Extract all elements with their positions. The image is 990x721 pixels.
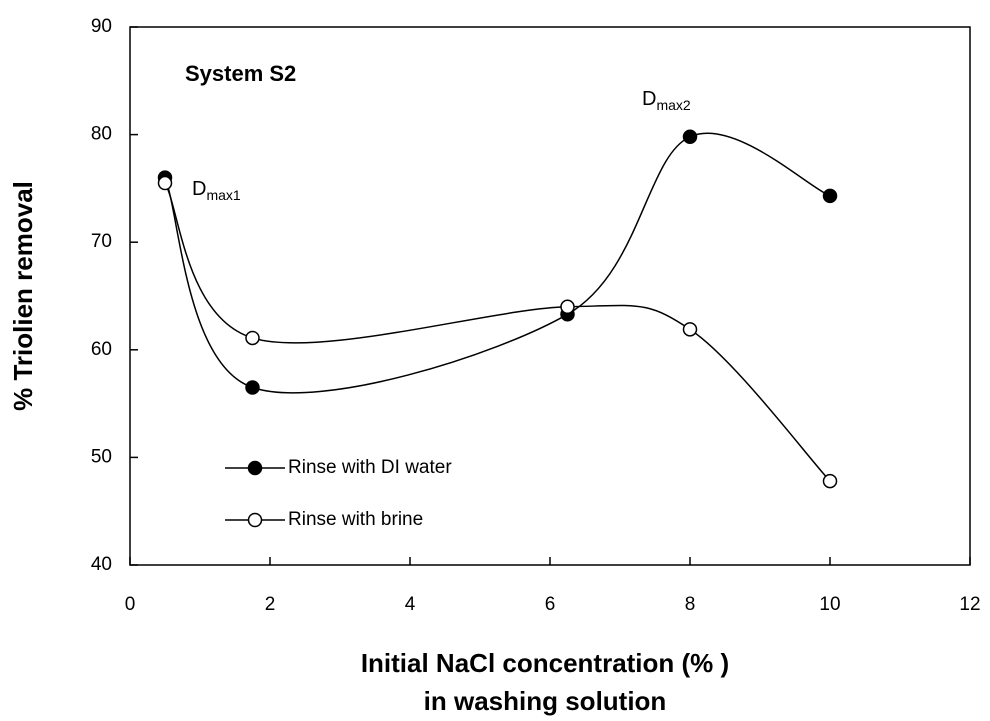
marker bbox=[822, 473, 838, 489]
annotation-sub: max1 bbox=[206, 187, 240, 203]
annotation-base: D bbox=[642, 88, 656, 110]
x-tick-label: 10 bbox=[819, 594, 840, 615]
x-axis-label: Initial NaCl concentration (% ) bbox=[361, 648, 729, 678]
legend-label: Rinse with DI water bbox=[288, 457, 452, 478]
x-tick-label: 8 bbox=[685, 594, 696, 615]
y-tick-label: 40 bbox=[91, 554, 112, 575]
marker bbox=[682, 322, 698, 337]
marker bbox=[247, 512, 263, 528]
marker bbox=[560, 299, 575, 315]
x-axis-label: in washing solution bbox=[424, 686, 667, 716]
annotation: Dmax1 bbox=[192, 178, 241, 202]
annotation-sub: max2 bbox=[656, 97, 690, 113]
x-tick-label: 4 bbox=[405, 594, 416, 615]
y-tick-label: 80 bbox=[91, 124, 112, 145]
y-axis-label: % Triolien removal bbox=[8, 181, 38, 411]
x-tick-label: 6 bbox=[545, 594, 556, 615]
marker bbox=[245, 330, 260, 346]
plot-frame bbox=[129, 26, 971, 566]
annotation: System S2 bbox=[185, 61, 296, 86]
series-line bbox=[164, 132, 831, 394]
y-tick-label: 90 bbox=[91, 16, 112, 37]
annotation-base: D bbox=[192, 178, 206, 200]
y-tick-label: 60 bbox=[91, 339, 112, 360]
x-tick-label: 12 bbox=[959, 594, 980, 615]
x-tick-label: 0 bbox=[125, 594, 136, 615]
annotation: Dmax2 bbox=[642, 88, 691, 112]
y-tick-label: 50 bbox=[91, 446, 112, 467]
x-tick-label: 2 bbox=[265, 594, 276, 615]
series-line bbox=[164, 182, 831, 482]
marker bbox=[822, 188, 838, 204]
marker bbox=[157, 175, 173, 191]
legend-label: Rinse with brine bbox=[288, 509, 423, 530]
y-tick-label: 70 bbox=[91, 231, 112, 252]
marker bbox=[247, 460, 263, 476]
marker bbox=[682, 129, 698, 145]
marker bbox=[245, 380, 260, 395]
